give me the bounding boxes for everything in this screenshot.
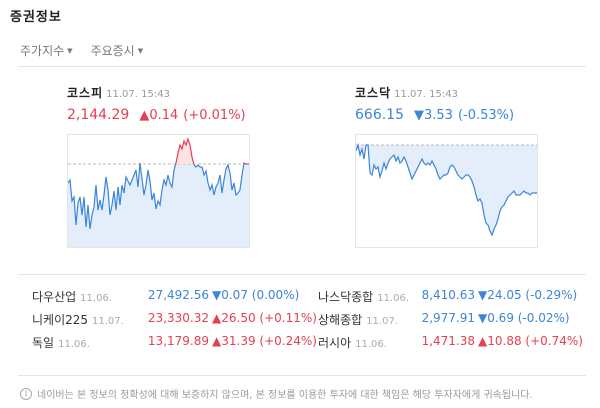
divider xyxy=(18,66,586,67)
market-date: 11.06. xyxy=(377,293,410,304)
market-value: 27,492.56 xyxy=(147,288,209,302)
market-row[interactable]: 다우산업 11.06. 27,492.56 ▼0.07 (0.00%) xyxy=(32,288,302,311)
market-date: 11.06. xyxy=(355,339,387,350)
kospi-chart[interactable] xyxy=(67,134,250,248)
caret-down-icon: ▼ xyxy=(137,46,144,55)
market-row[interactable]: 니케이225 11.07. 23,330.32 ▲26.50 (+0.11%) xyxy=(32,311,317,334)
market-date: 11.07. xyxy=(92,316,124,327)
market-value: 13,179.89 xyxy=(147,334,209,348)
kosdaq-chart[interactable] xyxy=(355,134,538,248)
market-value: 1,471.38 xyxy=(421,334,475,348)
market-date: 11.06. xyxy=(80,293,112,304)
market-change: ▼0.07 (0.00%) xyxy=(212,288,300,302)
divider xyxy=(18,375,586,376)
tab-label: 주가지수 xyxy=(20,44,65,58)
market-date: 11.06. xyxy=(58,339,90,350)
disclaimer-text: 네이버는 본 정보의 정확성에 대해 보증하지 않으며, 본 정보를 이용한 투… xyxy=(37,390,533,401)
market-name[interactable]: 독일 xyxy=(32,336,55,350)
index-price: 2,144.29 xyxy=(67,107,130,123)
market-name[interactable]: 다우산업 xyxy=(32,290,77,304)
market-row[interactable]: 러시아 11.06. 1,471.38 ▲10.88 (+0.74%) xyxy=(318,334,588,357)
market-list-left: 다우산업 11.06. 27,492.56 ▼0.07 (0.00%) 니케이2… xyxy=(32,288,317,357)
market-change: ▲31.39 (+0.24%) xyxy=(212,334,317,348)
market-change: ▼24.05 (-0.29%) xyxy=(478,288,578,302)
page-title: 증권정보 xyxy=(10,10,62,25)
market-value: 2,977.91 xyxy=(421,311,475,325)
market-value: 23,330.32 xyxy=(147,311,209,325)
market-change: ▼0.69 (-0.02%) xyxy=(478,311,570,325)
caret-down-icon: ▼ xyxy=(67,46,73,55)
market-row[interactable]: 나스닥종합 11.06. 8,410.63 ▼24.05 (-0.29%) xyxy=(318,288,588,311)
tab-stock-index[interactable]: 주가지수 ▼ xyxy=(20,42,73,59)
market-name[interactable]: 러시아 xyxy=(318,336,352,350)
index-time: 11.07. 15:43 xyxy=(394,89,458,100)
index-name[interactable]: 코스닥 xyxy=(355,86,392,100)
market-row[interactable]: 상해종합 11.07. 2,977.91 ▼0.69 (-0.02%) xyxy=(318,311,588,334)
market-name[interactable]: 나스닥종합 xyxy=(318,290,374,304)
index-percent: (-0.53%) xyxy=(457,108,515,123)
kospi-panel[interactable]: 코스피 11.07. 15:43 2,144.29 ▲0.14 (+0.01%) xyxy=(67,84,267,123)
tab-major-markets[interactable]: 주요증시 ▼ xyxy=(91,42,144,59)
index-change: ▼3.53 xyxy=(414,108,453,123)
market-row[interactable]: 독일 11.06. 13,179.89 ▲31.39 (+0.24%) xyxy=(32,334,317,357)
market-change: ▲10.88 (+0.74%) xyxy=(478,334,583,348)
index-tabs: 주가지수 ▼ 주요증시 ▼ xyxy=(20,42,143,59)
market-change: ▲26.50 (+0.11%) xyxy=(212,311,317,325)
market-date: 11.07. xyxy=(366,316,398,327)
market-name[interactable]: 니케이225 xyxy=(32,313,89,327)
info-icon: i xyxy=(20,387,32,400)
market-name[interactable]: 상해종합 xyxy=(318,313,363,327)
disclaimer: i 네이버는 본 정보의 정확성에 대해 보증하지 않으며, 본 정보를 이용한… xyxy=(20,386,533,401)
index-change: ▲0.14 xyxy=(139,108,179,123)
tab-label: 주요증시 xyxy=(90,44,135,58)
divider xyxy=(18,274,586,275)
market-list-right: 나스닥종합 11.06. 8,410.63 ▼24.05 (-0.29%) 상해… xyxy=(318,288,588,357)
market-value: 8,410.63 xyxy=(421,288,475,302)
index-name[interactable]: 코스피 xyxy=(67,86,104,100)
index-percent: (+0.01%) xyxy=(183,108,246,123)
kosdaq-panel[interactable]: 코스닥 11.07. 15:43 666.15 ▼3.53 (-0.53%) xyxy=(355,84,555,123)
index-time: 11.07. 15:43 xyxy=(106,89,170,100)
index-price: 666.15 xyxy=(355,107,404,123)
